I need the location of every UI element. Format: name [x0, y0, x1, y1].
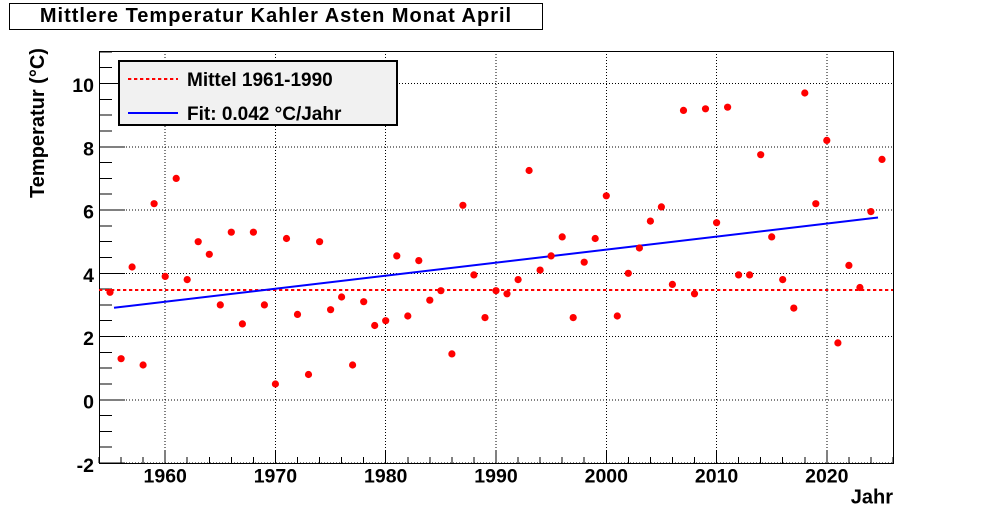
- svg-text:2010: 2010: [695, 466, 739, 488]
- svg-text:Mittel 1961-1990: Mittel 1961-1990: [187, 70, 333, 91]
- svg-text:Mittlere Temperatur Kahler Ast: Mittlere Temperatur Kahler Asten Monat A…: [40, 5, 512, 27]
- svg-text:Fit: 0.042 °C/Jahr: Fit: 0.042 °C/Jahr: [187, 104, 342, 125]
- svg-text:6: 6: [83, 202, 94, 224]
- svg-text:Temperatur (°C): Temperatur (°C): [27, 48, 49, 198]
- svg-text:2000: 2000: [585, 466, 629, 488]
- svg-text:Jahr: Jahr: [851, 487, 893, 509]
- svg-text:-2: -2: [77, 455, 94, 477]
- svg-text:1970: 1970: [254, 466, 298, 488]
- svg-text:0: 0: [83, 392, 94, 414]
- svg-text:2: 2: [83, 328, 94, 350]
- svg-text:1980: 1980: [364, 466, 408, 488]
- svg-text:2020: 2020: [805, 466, 849, 488]
- svg-text:4: 4: [83, 265, 94, 287]
- svg-text:1960: 1960: [144, 466, 188, 488]
- svg-text:10: 10: [72, 75, 94, 97]
- svg-text:8: 8: [83, 139, 94, 161]
- svg-text:1990: 1990: [474, 466, 518, 488]
